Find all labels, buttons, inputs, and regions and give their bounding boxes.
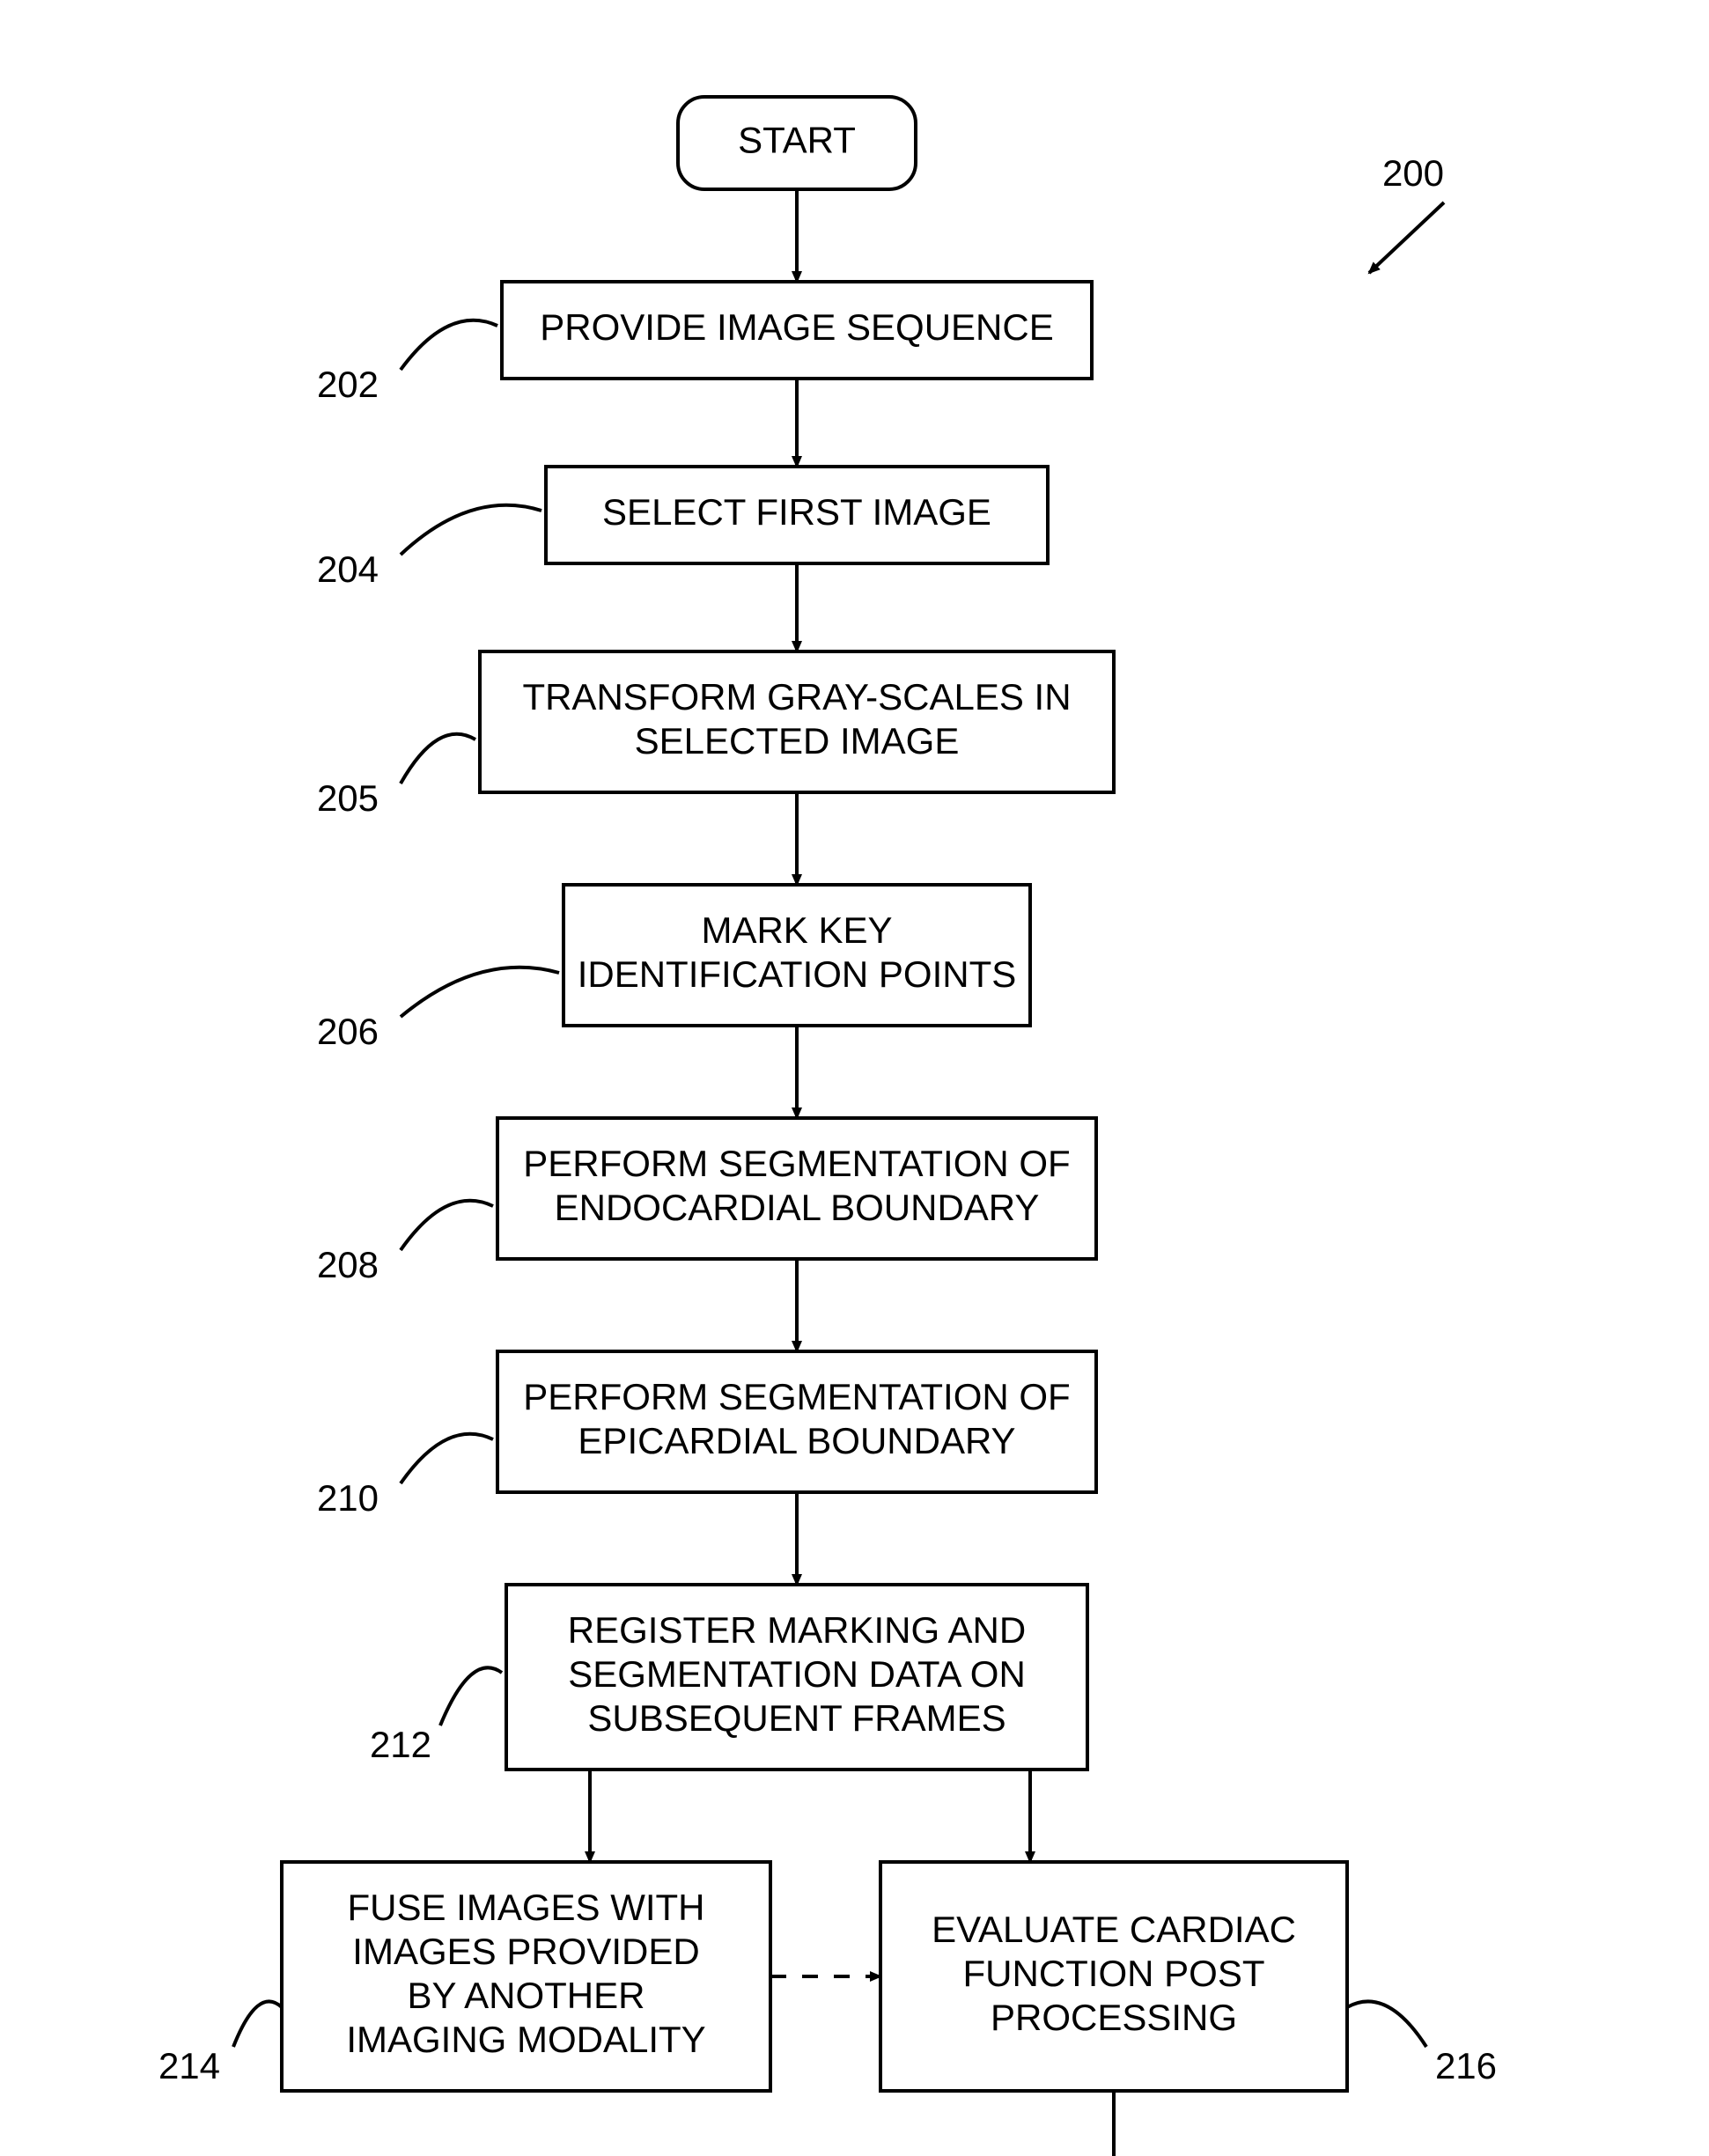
node-n212-line2: SUBSEQUENT FRAMES <box>587 1697 1006 1739</box>
node-n212-line0: REGISTER MARKING AND <box>568 1609 1026 1651</box>
node-n208-line1: ENDOCARDIAL BOUNDARY <box>555 1187 1040 1228</box>
ref-label-205: 205 <box>317 777 379 819</box>
node-n206: MARK KEYIDENTIFICATION POINTS <box>564 885 1030 1026</box>
node-n216-line1: FUNCTION POST <box>963 1953 1265 1994</box>
node-start-line0: START <box>738 120 856 161</box>
node-n204: SELECT FIRST IMAGE <box>546 467 1048 563</box>
node-n202-line0: PROVIDE IMAGE SEQUENCE <box>540 306 1053 348</box>
node-n205: TRANSFORM GRAY-SCALES INSELECTED IMAGE <box>480 651 1114 792</box>
ref-212: 212 <box>370 1667 502 1765</box>
node-start: START <box>678 97 916 189</box>
ref-label-206: 206 <box>317 1011 379 1052</box>
ref-label-208: 208 <box>317 1244 379 1285</box>
node-n202: PROVIDE IMAGE SEQUENCE <box>502 282 1092 379</box>
ref-216: 216 <box>1347 2001 1497 2086</box>
ref-202: 202 <box>317 320 497 405</box>
ref-204: 204 <box>317 505 541 590</box>
node-n214-line2: BY ANOTHER <box>408 1975 645 2016</box>
node-n216-line0: EVALUATE CARDIAC <box>932 1909 1296 1950</box>
node-n214-line1: IMAGES PROVIDED <box>352 1931 699 1972</box>
ref-label-214: 214 <box>158 2045 220 2086</box>
ref-205: 205 <box>317 734 475 819</box>
node-n210: PERFORM SEGMENTATION OFEPICARDIAL BOUNDA… <box>497 1351 1096 1492</box>
ref-label-210: 210 <box>317 1477 379 1519</box>
node-n208: PERFORM SEGMENTATION OFENDOCARDIAL BOUND… <box>497 1118 1096 1259</box>
node-n216-line2: PROCESSING <box>991 1997 1237 2038</box>
node-n214: FUSE IMAGES WITHIMAGES PROVIDEDBY ANOTHE… <box>282 1862 770 2091</box>
ref-label-212: 212 <box>370 1724 431 1765</box>
node-n214-line0: FUSE IMAGES WITH <box>347 1887 704 1928</box>
node-n216: EVALUATE CARDIACFUNCTION POSTPROCESSING <box>880 1862 1347 2091</box>
diagram-ref-200: 200 <box>1369 152 1444 273</box>
ref-208: 208 <box>317 1201 493 1285</box>
diagram-ref-arrow <box>1369 202 1444 273</box>
diagram-ref-label: 200 <box>1382 152 1444 194</box>
node-n205-line0: TRANSFORM GRAY-SCALES IN <box>522 676 1071 717</box>
flowchart-canvas: START PROVIDE IMAGE SEQUENCE SELECT FIRST … <box>0 0 1709 2156</box>
ref-label-216: 216 <box>1435 2045 1497 2086</box>
ref-label-202: 202 <box>317 364 379 405</box>
node-n206-line0: MARK KEY <box>701 909 892 951</box>
node-n214-line3: IMAGING MODALITY <box>346 2019 705 2060</box>
ref-210: 210 <box>317 1434 493 1519</box>
ref-214: 214 <box>158 2001 282 2086</box>
node-n204-line0: SELECT FIRST IMAGE <box>602 491 991 533</box>
node-n212-line1: SEGMENTATION DATA ON <box>568 1653 1026 1695</box>
node-n210-line0: PERFORM SEGMENTATION OF <box>523 1376 1070 1417</box>
node-n205-line1: SELECTED IMAGE <box>635 720 960 762</box>
node-n206-line1: IDENTIFICATION POINTS <box>578 953 1017 995</box>
node-n208-line0: PERFORM SEGMENTATION OF <box>523 1143 1070 1184</box>
ref-label-204: 204 <box>317 548 379 590</box>
ref-206: 206 <box>317 968 559 1052</box>
node-n212: REGISTER MARKING ANDSEGMENTATION DATA ON… <box>506 1585 1087 1770</box>
node-n210-line1: EPICARDIAL BOUNDARY <box>578 1420 1015 1461</box>
